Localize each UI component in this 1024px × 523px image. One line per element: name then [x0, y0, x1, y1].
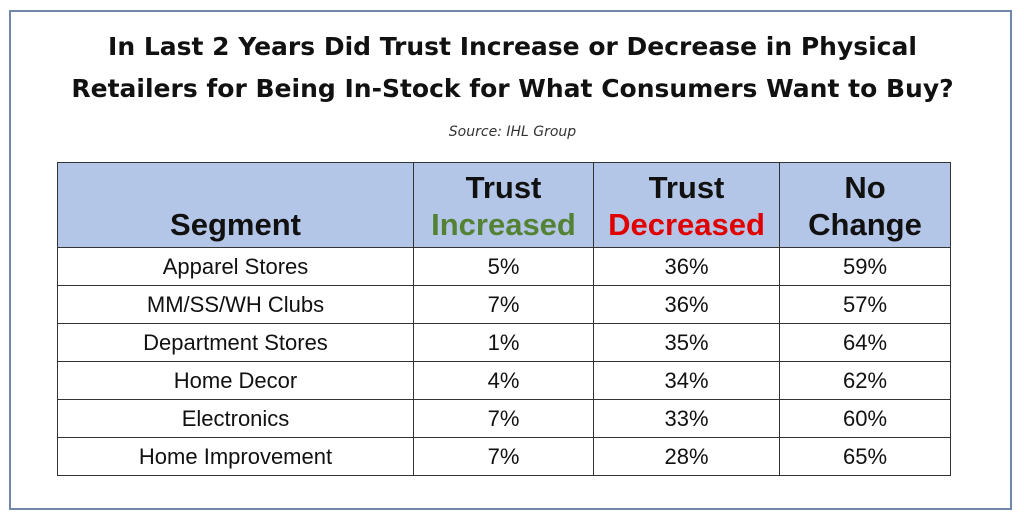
cell-no-change: 59%	[779, 247, 951, 286]
cell-segment: Home Improvement	[57, 437, 414, 476]
cell-decreased: 34%	[593, 361, 780, 400]
cell-decreased: 28%	[593, 437, 780, 476]
header-nochange-top: No	[844, 170, 886, 205]
table-row: MM/SS/WH Clubs 7% 36% 57%	[57, 285, 951, 324]
header-segment: Segment	[57, 162, 414, 248]
cell-increased: 1%	[413, 323, 594, 362]
cell-no-change: 64%	[779, 323, 951, 362]
cell-segment: Home Decor	[57, 361, 414, 400]
source-note: Source: IHL Group	[448, 124, 577, 140]
cell-no-change: 62%	[779, 361, 951, 400]
table-header-row: Segment Trust Increased Trust Decreased …	[57, 162, 951, 248]
cell-decreased: 33%	[593, 399, 780, 438]
title-line-1: In Last 2 Years Did Trust Increase or De…	[108, 32, 917, 61]
header-increased-bottom: Increased	[431, 207, 576, 242]
cell-no-change: 60%	[779, 399, 951, 438]
trust-table: Segment Trust Increased Trust Decreased …	[57, 162, 951, 476]
header-decreased-top: Trust	[648, 170, 725, 205]
cell-increased: 7%	[413, 285, 594, 324]
title-line-2: Retailers for Being In-Stock for What Co…	[71, 74, 954, 103]
cell-increased: 4%	[413, 361, 594, 400]
cell-increased: 7%	[413, 399, 594, 438]
header-segment-label: Segment	[170, 207, 301, 242]
cell-increased: 7%	[413, 437, 594, 476]
table-row: Electronics 7% 33% 60%	[57, 399, 951, 438]
cell-segment: Apparel Stores	[57, 247, 414, 286]
cell-decreased: 35%	[593, 323, 780, 362]
table-row: Home Decor 4% 34% 62%	[57, 361, 951, 400]
table-row: Department Stores 1% 35% 64%	[57, 323, 951, 362]
header-trust-decreased: Trust Decreased	[593, 162, 780, 248]
chart-frame: In Last 2 Years Did Trust Increase or De…	[9, 10, 1012, 510]
cell-segment: Electronics	[57, 399, 414, 438]
chart-title: In Last 2 Years Did Trust Increase or De…	[11, 26, 1014, 110]
cell-segment: Department Stores	[57, 323, 414, 362]
header-no-change: No Change	[779, 162, 951, 248]
cell-no-change: 65%	[779, 437, 951, 476]
header-nochange-bottom: Change	[808, 207, 922, 242]
header-trust-increased: Trust Increased	[413, 162, 594, 248]
cell-increased: 5%	[413, 247, 594, 286]
cell-no-change: 57%	[779, 285, 951, 324]
cell-segment: MM/SS/WH Clubs	[57, 285, 414, 324]
cell-decreased: 36%	[593, 247, 780, 286]
table-row: Home Improvement 7% 28% 65%	[57, 437, 951, 476]
header-decreased-bottom: Decreased	[608, 207, 765, 242]
cell-decreased: 36%	[593, 285, 780, 324]
header-increased-top: Trust	[465, 170, 542, 205]
table-row: Apparel Stores 5% 36% 59%	[57, 247, 951, 286]
